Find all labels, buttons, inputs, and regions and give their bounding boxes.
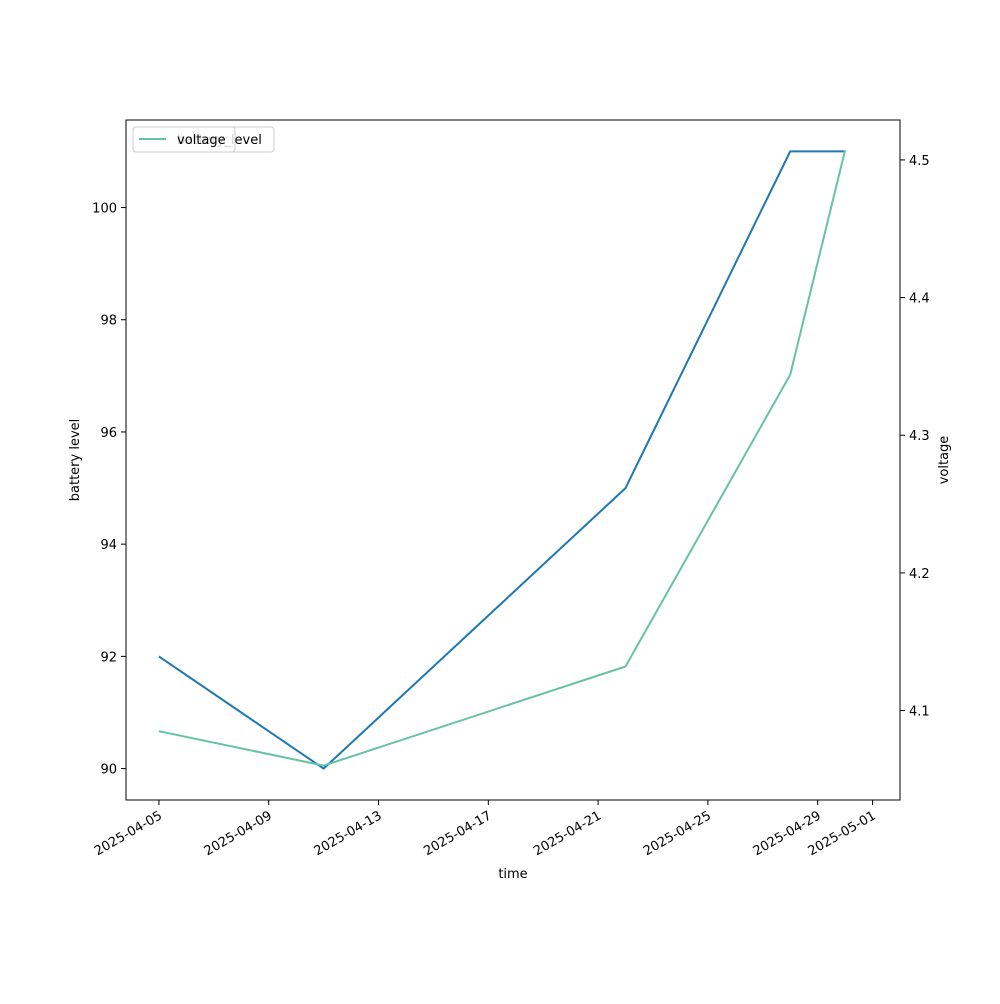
- y2-tick-label: 4.1: [909, 705, 930, 720]
- y-tick-label: 90: [100, 763, 117, 778]
- series-line-battery-level: [158, 150, 846, 770]
- y2-tick-label: 4.3: [909, 429, 930, 444]
- plot-frame: [125, 119, 901, 801]
- x-tick-label: 2025-04-13: [312, 808, 385, 859]
- x-tick-label: 2025-04-25: [641, 808, 714, 859]
- x-tick-label: 2025-04-09: [202, 808, 275, 859]
- y-axis-label: battery level: [68, 419, 83, 502]
- y-tick-label: 96: [100, 426, 117, 441]
- y2-tick-label: 4.2: [909, 567, 930, 582]
- x-tick-label: 2025-04-05: [92, 808, 165, 859]
- x-tick-label: 2025-04-17: [421, 808, 494, 859]
- y2-tick-label: 4.4: [909, 292, 930, 307]
- plot-area: [126, 120, 900, 800]
- legend-label-voltage: voltage: [177, 133, 226, 148]
- x-axis-label: time: [498, 867, 527, 882]
- y-tick-label: 92: [100, 650, 117, 665]
- series-line-voltage: [158, 150, 847, 767]
- y-tick-label: 100: [92, 202, 117, 217]
- y-tick-label: 94: [100, 538, 117, 553]
- y-tick-label: 98: [100, 314, 117, 329]
- legend-box: [132, 126, 236, 153]
- y2-axis-label: voltage: [937, 436, 952, 485]
- y2-tick-label: 4.5: [909, 154, 930, 169]
- x-tick-label: 2025-04-21: [531, 808, 604, 859]
